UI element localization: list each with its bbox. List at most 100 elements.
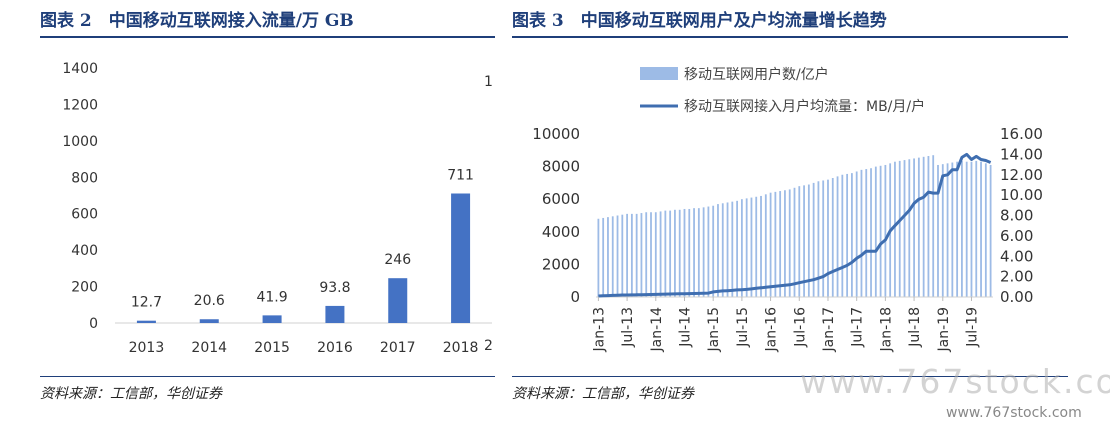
legend-label-users: 移动互联网用户数/亿户 bbox=[684, 66, 829, 83]
x-tick-label: Jul-17 bbox=[850, 307, 866, 348]
user-bar bbox=[908, 159, 911, 297]
user-bar bbox=[635, 213, 638, 297]
x-tick-label: Jul-13 bbox=[620, 307, 636, 348]
watermark-small: www.767stock.com bbox=[946, 405, 1082, 421]
user-bar bbox=[750, 197, 753, 297]
user-bar bbox=[941, 164, 944, 297]
x-tick-label: 2014 bbox=[191, 340, 227, 356]
user-bar bbox=[774, 191, 777, 297]
user-bar bbox=[736, 200, 739, 297]
user-bar bbox=[769, 192, 772, 297]
watermark-large: www.767stock.com bbox=[800, 362, 1110, 401]
user-bar bbox=[798, 186, 801, 297]
data-label: 711 bbox=[447, 167, 474, 183]
bar-2014 bbox=[199, 319, 219, 323]
x-tick-label: Jan-19 bbox=[936, 307, 952, 352]
user-bar bbox=[884, 164, 887, 297]
x-tick-label: Jul-16 bbox=[792, 307, 808, 348]
user-bar bbox=[984, 163, 987, 297]
user-bar bbox=[946, 163, 949, 297]
user-bar bbox=[779, 191, 782, 297]
user-bar bbox=[611, 216, 614, 297]
data-label: 20.6 bbox=[194, 293, 225, 309]
user-bar bbox=[951, 162, 954, 297]
x-tick-label: Jul-14 bbox=[678, 307, 694, 348]
right-chart-title: 图表 3 中国移动互联网用户及户均流量增长趋势 bbox=[512, 11, 887, 31]
x-tick-label: Jan-17 bbox=[821, 307, 837, 352]
y2-tick-label: 8.00 bbox=[1000, 207, 1033, 225]
user-bar bbox=[640, 213, 643, 297]
user-bar bbox=[932, 155, 935, 297]
y-tick-label: 4000 bbox=[542, 223, 580, 241]
x-tick-label: Jul-18 bbox=[907, 307, 923, 348]
user-bar bbox=[989, 164, 992, 297]
user-bar bbox=[898, 160, 901, 297]
user-bar bbox=[731, 201, 734, 297]
x-tick-label: Jan-15 bbox=[706, 307, 722, 352]
user-bar bbox=[822, 180, 825, 297]
x-tick-label: 2016 bbox=[317, 340, 353, 356]
user-bar bbox=[659, 211, 662, 297]
user-bar bbox=[707, 206, 710, 297]
y2-tick-label: 2.00 bbox=[1000, 268, 1033, 286]
left-crop-text-bottom: 2 bbox=[484, 338, 493, 354]
user-bar bbox=[913, 158, 915, 297]
user-bar bbox=[870, 168, 872, 297]
user-bar bbox=[807, 184, 810, 297]
bar-2017 bbox=[388, 278, 408, 323]
user-bar bbox=[903, 160, 906, 297]
user-bar bbox=[970, 161, 973, 297]
y-tick-label: 10000 bbox=[532, 125, 580, 143]
left-title-rule bbox=[40, 36, 495, 38]
user-bar bbox=[674, 209, 676, 297]
user-bar bbox=[726, 202, 729, 297]
right-source-rule bbox=[512, 376, 1068, 377]
y2-tick-label: 4.00 bbox=[1000, 247, 1033, 265]
x-tick-label: 2018 bbox=[443, 340, 479, 356]
y-tick-label: 1000 bbox=[62, 134, 98, 150]
y-tick-label: 0 bbox=[89, 316, 98, 332]
user-bar bbox=[654, 212, 657, 297]
data-label: 41.9 bbox=[256, 289, 287, 305]
user-bar bbox=[721, 203, 724, 297]
right-title-rule bbox=[512, 36, 1068, 38]
user-bar bbox=[717, 204, 719, 297]
y-tick-label: 400 bbox=[71, 243, 98, 259]
user-bar bbox=[894, 161, 896, 297]
user-bar bbox=[879, 165, 882, 297]
y2-tick-label: 10.00 bbox=[1000, 186, 1043, 204]
y-tick-label: 2000 bbox=[542, 255, 580, 273]
legend-label-traffic: 移动互联网接入月户均流量：MB/月/户 bbox=[684, 98, 925, 115]
x-tick-label: Jan-18 bbox=[878, 307, 894, 352]
user-bar bbox=[850, 173, 853, 297]
user-bar bbox=[937, 164, 939, 297]
y-tick-label: 200 bbox=[71, 280, 98, 296]
x-tick-label: 2015 bbox=[254, 340, 290, 356]
user-bar bbox=[874, 166, 877, 297]
y2-tick-label: 16.00 bbox=[1000, 125, 1043, 143]
user-bar bbox=[626, 213, 628, 297]
right-source-note: 资料来源：工信部，华创证券 bbox=[512, 386, 694, 402]
user-bar bbox=[616, 215, 619, 297]
y-tick-label: 1200 bbox=[62, 97, 98, 113]
user-bar bbox=[860, 169, 863, 297]
user-bar bbox=[669, 210, 672, 297]
user-bar bbox=[865, 169, 868, 297]
left-crop-text-top: 1 bbox=[484, 74, 493, 90]
bar-2013 bbox=[136, 320, 156, 323]
user-bar bbox=[702, 207, 705, 297]
user-bar bbox=[784, 190, 786, 297]
left-source-note: 资料来源：工信部，华创证券 bbox=[40, 386, 222, 402]
user-bar bbox=[836, 176, 839, 297]
x-tick-label: Jul-15 bbox=[735, 307, 751, 348]
user-bar bbox=[922, 156, 925, 297]
user-bar bbox=[693, 208, 695, 297]
user-bar bbox=[961, 160, 963, 297]
y-tick-label: 8000 bbox=[542, 158, 580, 176]
user-bar bbox=[812, 182, 815, 297]
user-bar bbox=[740, 199, 743, 297]
data-label: 12.7 bbox=[131, 295, 162, 311]
y2-tick-label: 12.00 bbox=[1000, 166, 1043, 184]
x-tick-label: Jan-14 bbox=[649, 307, 665, 353]
